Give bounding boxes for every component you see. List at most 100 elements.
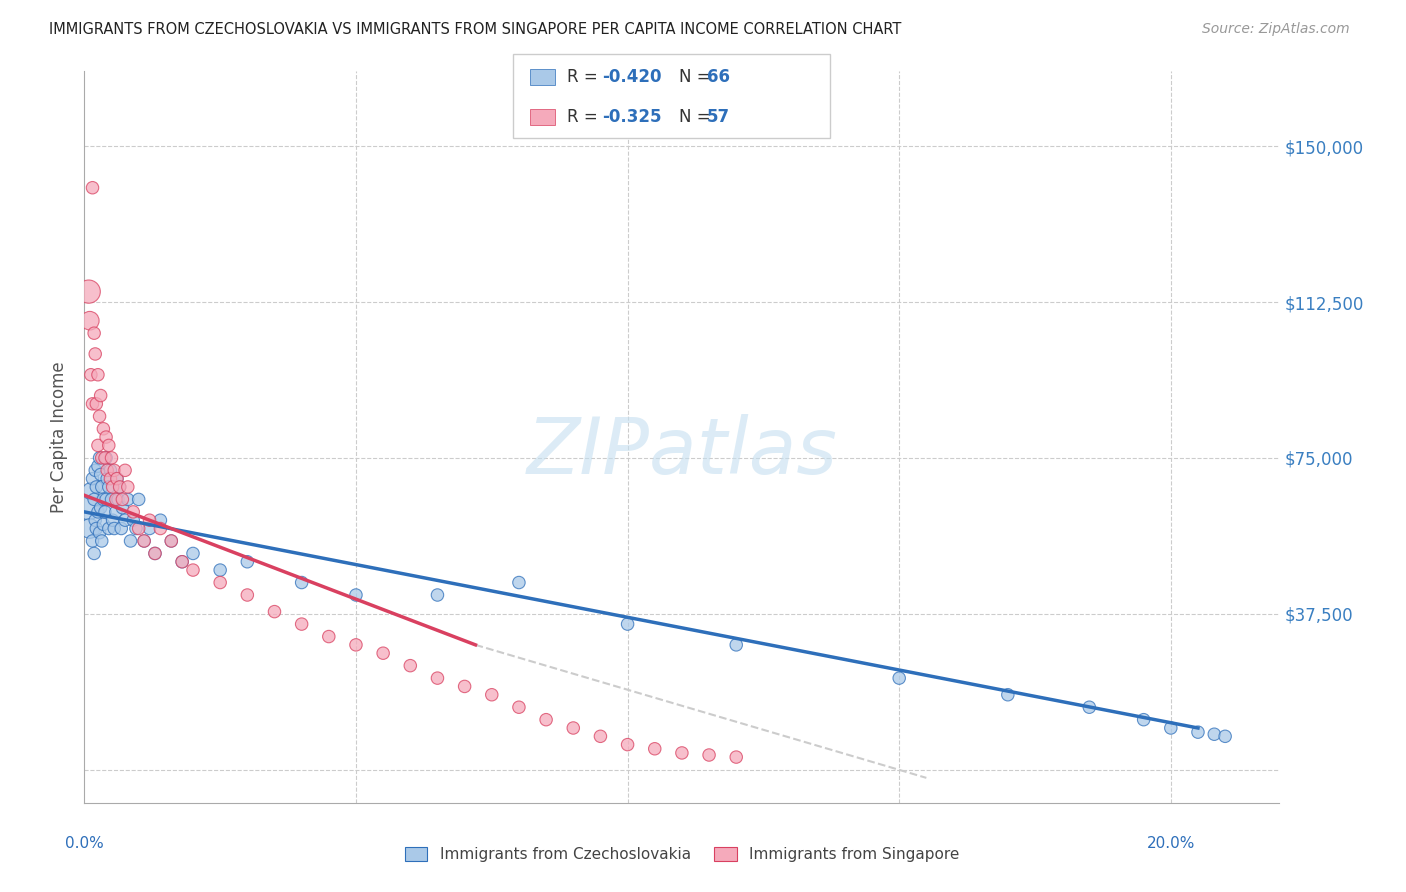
Point [236,555,259,569]
Point [94,450,117,465]
Point [725,750,748,764]
Point [100,463,122,477]
Point [97,521,120,535]
Point [534,713,557,727]
Point [83,492,105,507]
Point [589,729,612,743]
Point [90,500,112,515]
Point [697,747,720,762]
Point [1204,727,1226,741]
Legend: Immigrants from Czechoslovakia, Immigrants from Singapore: Immigrants from Czechoslovakia, Immigran… [398,841,966,868]
Point [87,505,110,519]
Point [101,513,124,527]
Point [90,450,112,465]
Point [562,721,585,735]
Point [181,546,204,560]
Point [97,480,120,494]
Point [83,326,105,341]
Point [82,533,104,548]
Point [172,555,194,569]
Text: Source: ZipAtlas.com: Source: ZipAtlas.com [1202,22,1350,37]
Point [1078,700,1101,714]
Point [453,680,475,694]
Text: R =: R = [567,108,603,126]
Point [481,688,503,702]
Point [104,505,127,519]
Point [426,671,449,685]
Point [149,513,172,527]
Point [104,492,127,507]
Point [105,472,128,486]
Point [103,463,125,477]
Point [117,492,139,507]
Point [82,180,104,194]
Point [96,463,118,477]
Text: ZIPatlas: ZIPatlas [526,414,838,490]
Point [100,450,122,465]
Point [110,521,132,535]
Point [344,588,367,602]
Point [122,505,145,519]
Point [79,314,101,328]
Text: N =: N = [679,108,716,126]
Point [508,700,530,714]
Point [1213,729,1236,743]
Point [132,533,156,548]
Point [344,638,367,652]
Point [90,388,112,402]
Point [160,533,183,548]
Point [138,513,160,527]
Point [107,492,129,507]
Point [86,521,108,535]
Text: -0.325: -0.325 [602,108,661,126]
Point [132,533,156,548]
Point [122,513,145,527]
Point [87,438,110,452]
Point [90,467,112,482]
Point [83,546,105,560]
Point [997,688,1019,702]
Point [103,521,125,535]
Point [373,646,395,660]
Y-axis label: Per Capita Income: Per Capita Income [51,361,69,513]
Point [889,671,911,685]
Point [291,617,314,632]
Point [1132,713,1154,727]
Point [84,463,107,477]
Point [90,533,112,548]
Point [82,472,104,486]
Point [125,521,148,535]
Point [138,521,160,535]
Point [77,500,100,515]
Point [108,480,131,494]
Point [77,285,100,299]
Point [644,741,666,756]
Point [94,430,117,444]
Point [86,480,108,494]
Point [100,492,122,507]
Point [89,409,111,424]
Point [79,521,101,535]
Point [149,521,172,535]
Point [399,658,422,673]
Point [114,513,136,527]
Point [1160,721,1182,735]
Point [105,472,128,486]
Point [111,492,134,507]
Text: 66: 66 [707,69,730,87]
Point [100,472,122,486]
Point [172,555,194,569]
Point [209,575,232,590]
Text: -0.420: -0.420 [602,69,661,87]
Point [89,525,111,540]
Text: IMMIGRANTS FROM CZECHOSLOVAKIA VS IMMIGRANTS FROM SINGAPORE PER CAPITA INCOME CO: IMMIGRANTS FROM CZECHOSLOVAKIA VS IMMIGR… [49,22,901,37]
Point [101,480,124,494]
Point [111,500,134,515]
Point [97,438,120,452]
Point [263,605,285,619]
Point [96,472,118,486]
Point [291,575,314,590]
Point [90,480,112,494]
Point [616,738,638,752]
Point [94,492,117,507]
